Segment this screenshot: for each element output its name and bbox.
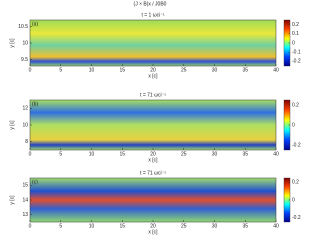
x-tick-label: 35 bbox=[242, 67, 248, 73]
y-axis-label: y [c] bbox=[9, 195, 15, 205]
panel-time: t = 1 ωci⁻¹ bbox=[141, 12, 164, 18]
figure-title: (J × B)x / J0B0 bbox=[134, 1, 167, 7]
x-tick-label: 20 bbox=[150, 151, 156, 157]
x-tick-label: 40 bbox=[273, 151, 279, 157]
x-axis-label: x [c] bbox=[148, 229, 158, 235]
x-tick-label: 25 bbox=[181, 151, 187, 157]
x-tick-label: 35 bbox=[242, 223, 248, 229]
x-tick-label: 0 bbox=[29, 67, 32, 73]
x-tick-label: 15 bbox=[119, 223, 125, 229]
heatmap-field bbox=[29, 99, 277, 151]
heatmap-field bbox=[29, 19, 277, 67]
x-tick-label: 25 bbox=[181, 223, 187, 229]
panel-time: t = 71 ωci⁻¹ bbox=[140, 170, 166, 176]
panel-time: t = 71 ωci⁻¹ bbox=[140, 92, 166, 98]
y-axis-label: y [c] bbox=[9, 120, 15, 130]
colorbar-tick-label: 0 bbox=[292, 40, 295, 46]
figure: (J × B)x / J0B0 (a) t = 1 ωci⁻¹ 0 5 10 15 20 25… bbox=[9, 1, 301, 235]
x-tick-label: 40 bbox=[273, 67, 279, 73]
x-tick-label: 5 bbox=[59, 151, 62, 157]
colorbar-tick-label: -0.1 bbox=[292, 50, 301, 56]
panel-label: (a) bbox=[32, 21, 38, 27]
x-tick-label: 20 bbox=[150, 67, 156, 73]
y-tick-label: 9.5 bbox=[21, 57, 28, 63]
y-tick-label: 13 bbox=[22, 212, 28, 218]
x-tick-label: 10 bbox=[89, 223, 95, 229]
colorbar-tick-label: -0.2 bbox=[292, 215, 301, 221]
x-tick-label: 20 bbox=[150, 223, 156, 229]
y-tick-label: 10 bbox=[22, 40, 28, 46]
y-tick-label: 12 bbox=[22, 106, 28, 112]
panel-label: (c) bbox=[32, 179, 38, 185]
x-axis-label: x [c] bbox=[148, 73, 158, 79]
y-axis-label: y [c] bbox=[9, 38, 15, 48]
x-tick-label: 10 bbox=[89, 151, 95, 157]
x-tick-label: 30 bbox=[212, 151, 218, 157]
y-tick-label: 14 bbox=[22, 197, 28, 203]
x-tick-label: 0 bbox=[29, 223, 32, 229]
x-tick-label: 10 bbox=[89, 67, 95, 73]
x-tick-label: 40 bbox=[273, 223, 279, 229]
x-tick-label: 0 bbox=[29, 151, 32, 157]
panel-label: (b) bbox=[32, 101, 38, 107]
colorbar-tick-label: 0 bbox=[292, 197, 295, 203]
x-tick-label: 5 bbox=[59, 67, 62, 73]
x-axis-label: x [c] bbox=[148, 157, 158, 163]
x-tick-label: 35 bbox=[242, 151, 248, 157]
colorbar-tick-label: 0.2 bbox=[292, 180, 299, 186]
x-tick-label: 15 bbox=[119, 67, 125, 73]
y-tick-label: 10 bbox=[22, 122, 28, 128]
y-tick-label: 8 bbox=[25, 139, 28, 145]
x-tick-label: 30 bbox=[212, 223, 218, 229]
colorbar-tick-label: 0.1 bbox=[292, 31, 299, 37]
x-tick-label: 5 bbox=[59, 223, 62, 229]
colorbar-tick-label: -0.2 bbox=[292, 142, 301, 148]
colorbar-tick-label: -0.2 bbox=[292, 59, 301, 65]
x-tick-label: 15 bbox=[119, 151, 125, 157]
y-tick-label: 15 bbox=[22, 183, 28, 189]
colorbar-tick-label: 0 bbox=[292, 122, 295, 128]
heatmap-field bbox=[29, 177, 277, 223]
x-tick-label: 25 bbox=[181, 67, 187, 73]
colorbar-tick-label: 0.2 bbox=[292, 22, 299, 28]
y-tick-label: 10.5 bbox=[18, 24, 28, 30]
x-tick-label: 30 bbox=[212, 67, 218, 73]
colorbar-tick-label: 0.2 bbox=[292, 102, 299, 108]
